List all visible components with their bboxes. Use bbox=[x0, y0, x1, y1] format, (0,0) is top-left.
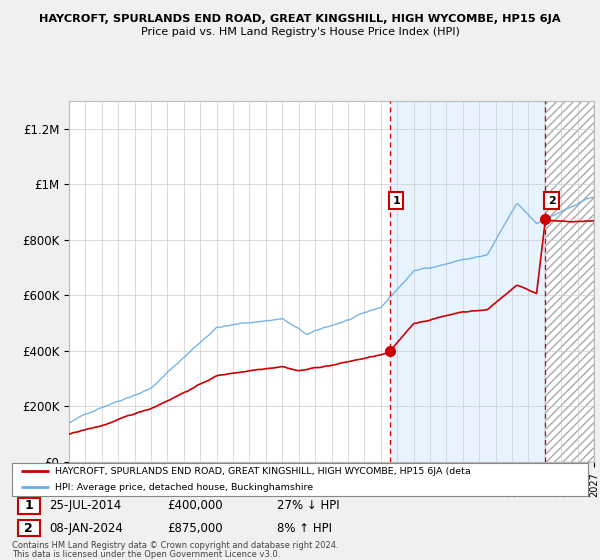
Bar bbox=[545, 101, 594, 462]
Bar bbox=[390, 101, 545, 462]
Text: 2: 2 bbox=[25, 522, 33, 535]
Bar bbox=[18, 498, 40, 514]
Text: 27% ↓ HPI: 27% ↓ HPI bbox=[277, 500, 340, 512]
Bar bbox=[18, 520, 40, 536]
Text: Price paid vs. HM Land Registry's House Price Index (HPI): Price paid vs. HM Land Registry's House … bbox=[140, 27, 460, 37]
Text: 2: 2 bbox=[548, 195, 556, 206]
Text: £875,000: £875,000 bbox=[167, 522, 223, 535]
Text: £400,000: £400,000 bbox=[167, 500, 223, 512]
Text: This data is licensed under the Open Government Licence v3.0.: This data is licensed under the Open Gov… bbox=[12, 550, 280, 559]
Text: 08-JAN-2024: 08-JAN-2024 bbox=[49, 522, 124, 535]
Text: 1: 1 bbox=[392, 195, 400, 206]
Text: 1: 1 bbox=[25, 500, 33, 512]
Text: 8% ↑ HPI: 8% ↑ HPI bbox=[277, 522, 332, 535]
Text: HAYCROFT, SPURLANDS END ROAD, GREAT KINGSHILL, HIGH WYCOMBE, HP15 6JA (deta: HAYCROFT, SPURLANDS END ROAD, GREAT KING… bbox=[55, 466, 471, 476]
Text: HAYCROFT, SPURLANDS END ROAD, GREAT KINGSHILL, HIGH WYCOMBE, HP15 6JA: HAYCROFT, SPURLANDS END ROAD, GREAT KING… bbox=[39, 14, 561, 24]
Text: Contains HM Land Registry data © Crown copyright and database right 2024.: Contains HM Land Registry data © Crown c… bbox=[12, 541, 338, 550]
Text: HPI: Average price, detached house, Buckinghamshire: HPI: Average price, detached house, Buck… bbox=[55, 483, 313, 492]
Text: 25-JUL-2014: 25-JUL-2014 bbox=[49, 500, 122, 512]
